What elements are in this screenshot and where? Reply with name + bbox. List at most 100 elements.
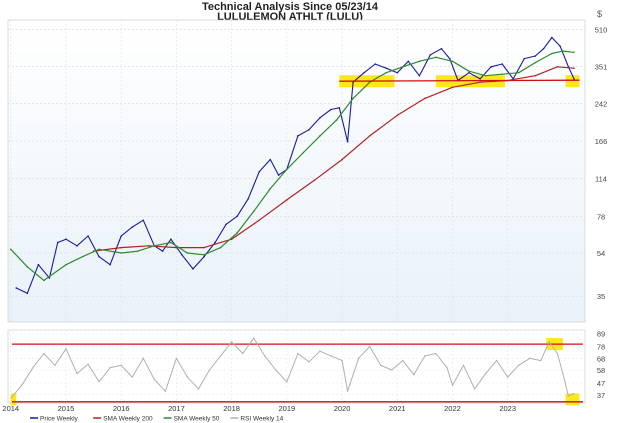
x-tick-label: 2018 — [223, 404, 240, 413]
data-point — [48, 277, 51, 279]
data-point — [341, 158, 343, 161]
data-point — [170, 241, 172, 244]
data-point — [164, 390, 167, 392]
price-panel: 35 54 78 114 166 242 351 510 — [7, 19, 608, 323]
data-point — [308, 128, 310, 131]
data-point — [236, 215, 238, 218]
data-point — [512, 78, 515, 80]
data-point — [313, 179, 316, 182]
data-point — [219, 355, 222, 357]
data-point — [551, 36, 553, 39]
data-point — [297, 352, 299, 355]
legend-label: Price Weekly — [40, 416, 79, 423]
data-point — [269, 158, 272, 161]
data-point — [368, 135, 371, 137]
x-tick-label: 2017 — [168, 404, 185, 413]
data-point — [534, 74, 537, 77]
data-point — [192, 268, 194, 270]
data-point — [252, 210, 255, 213]
x-axis: 2014 2015 2016 2017 2018 2019 2020 2021 2022 2023 — [2, 404, 516, 413]
rsi-y-tick-label: 89 — [597, 330, 605, 339]
data-point — [495, 359, 498, 362]
series-line-sma-weekly-200 — [93, 66, 575, 252]
data-point — [506, 79, 509, 82]
data-point — [214, 241, 216, 244]
data-point — [98, 255, 100, 258]
data-point — [175, 246, 178, 249]
data-point — [556, 66, 559, 68]
data-point — [562, 50, 564, 52]
data-point — [87, 235, 89, 237]
data-point — [418, 60, 421, 63]
data-point — [203, 255, 205, 258]
data-point — [559, 45, 561, 48]
data-point — [319, 350, 321, 352]
data-point — [385, 71, 388, 74]
price-highlight-box — [339, 75, 395, 88]
price-y-tick-label: 242 — [595, 100, 608, 109]
data-point — [136, 250, 139, 252]
data-point — [264, 355, 266, 357]
price-y-tick-label: 114 — [595, 175, 607, 184]
data-point — [43, 352, 45, 355]
data-point — [65, 348, 67, 350]
data-point — [346, 140, 349, 143]
data-point — [269, 187, 272, 190]
data-point — [286, 199, 288, 201]
rsi-y-tick-label: 68 — [597, 354, 605, 363]
rsi-y-tick-label: 58 — [597, 366, 605, 375]
data-point — [286, 168, 288, 171]
rsi-highlight-box — [565, 393, 580, 406]
data-point — [197, 388, 200, 390]
data-point — [346, 390, 349, 392]
price-y-tick-label: 78 — [597, 212, 605, 221]
price-y-tick-label: 54 — [597, 249, 605, 258]
data-point — [518, 364, 520, 367]
data-point — [247, 198, 249, 200]
data-point — [120, 364, 122, 367]
data-point — [484, 74, 487, 77]
data-point — [501, 73, 503, 75]
price-y-tick-label: 510 — [595, 25, 608, 34]
data-point — [253, 337, 255, 339]
data-point — [473, 388, 476, 390]
price-y-tick-label: 35 — [597, 292, 605, 301]
data-point — [506, 376, 509, 378]
data-point — [153, 245, 156, 247]
data-point — [435, 56, 437, 59]
data-point — [131, 226, 134, 228]
data-point — [548, 341, 550, 343]
x-tick-label: 2021 — [389, 404, 406, 413]
data-point — [391, 369, 393, 371]
rsi-y-tick-label: 37 — [597, 391, 605, 400]
data-point — [65, 263, 67, 266]
data-point — [542, 47, 545, 50]
scale-toggle-icon[interactable]: $ — [597, 9, 603, 19]
data-point — [87, 363, 89, 365]
data-point — [54, 364, 56, 367]
data-point — [357, 357, 360, 359]
data-point — [534, 61, 537, 64]
data-point — [109, 263, 111, 266]
price-plot-area — [7, 19, 586, 323]
data-point — [484, 372, 487, 375]
data-point — [76, 372, 78, 375]
data-point — [203, 254, 205, 256]
data-point — [236, 232, 238, 234]
data-point — [396, 71, 399, 74]
data-point — [56, 241, 59, 244]
support-level-line — [339, 79, 580, 82]
data-point — [26, 265, 29, 268]
data-point — [319, 135, 321, 137]
x-tick-label: 2015 — [58, 404, 75, 413]
data-point — [330, 108, 332, 111]
data-point — [468, 70, 470, 72]
data-point — [297, 135, 299, 137]
data-point — [92, 250, 95, 252]
data-point — [225, 223, 227, 226]
data-point — [181, 254, 183, 256]
data-point — [65, 238, 67, 241]
series-line-sma-weekly-50 — [10, 50, 575, 281]
data-point — [517, 71, 520, 74]
